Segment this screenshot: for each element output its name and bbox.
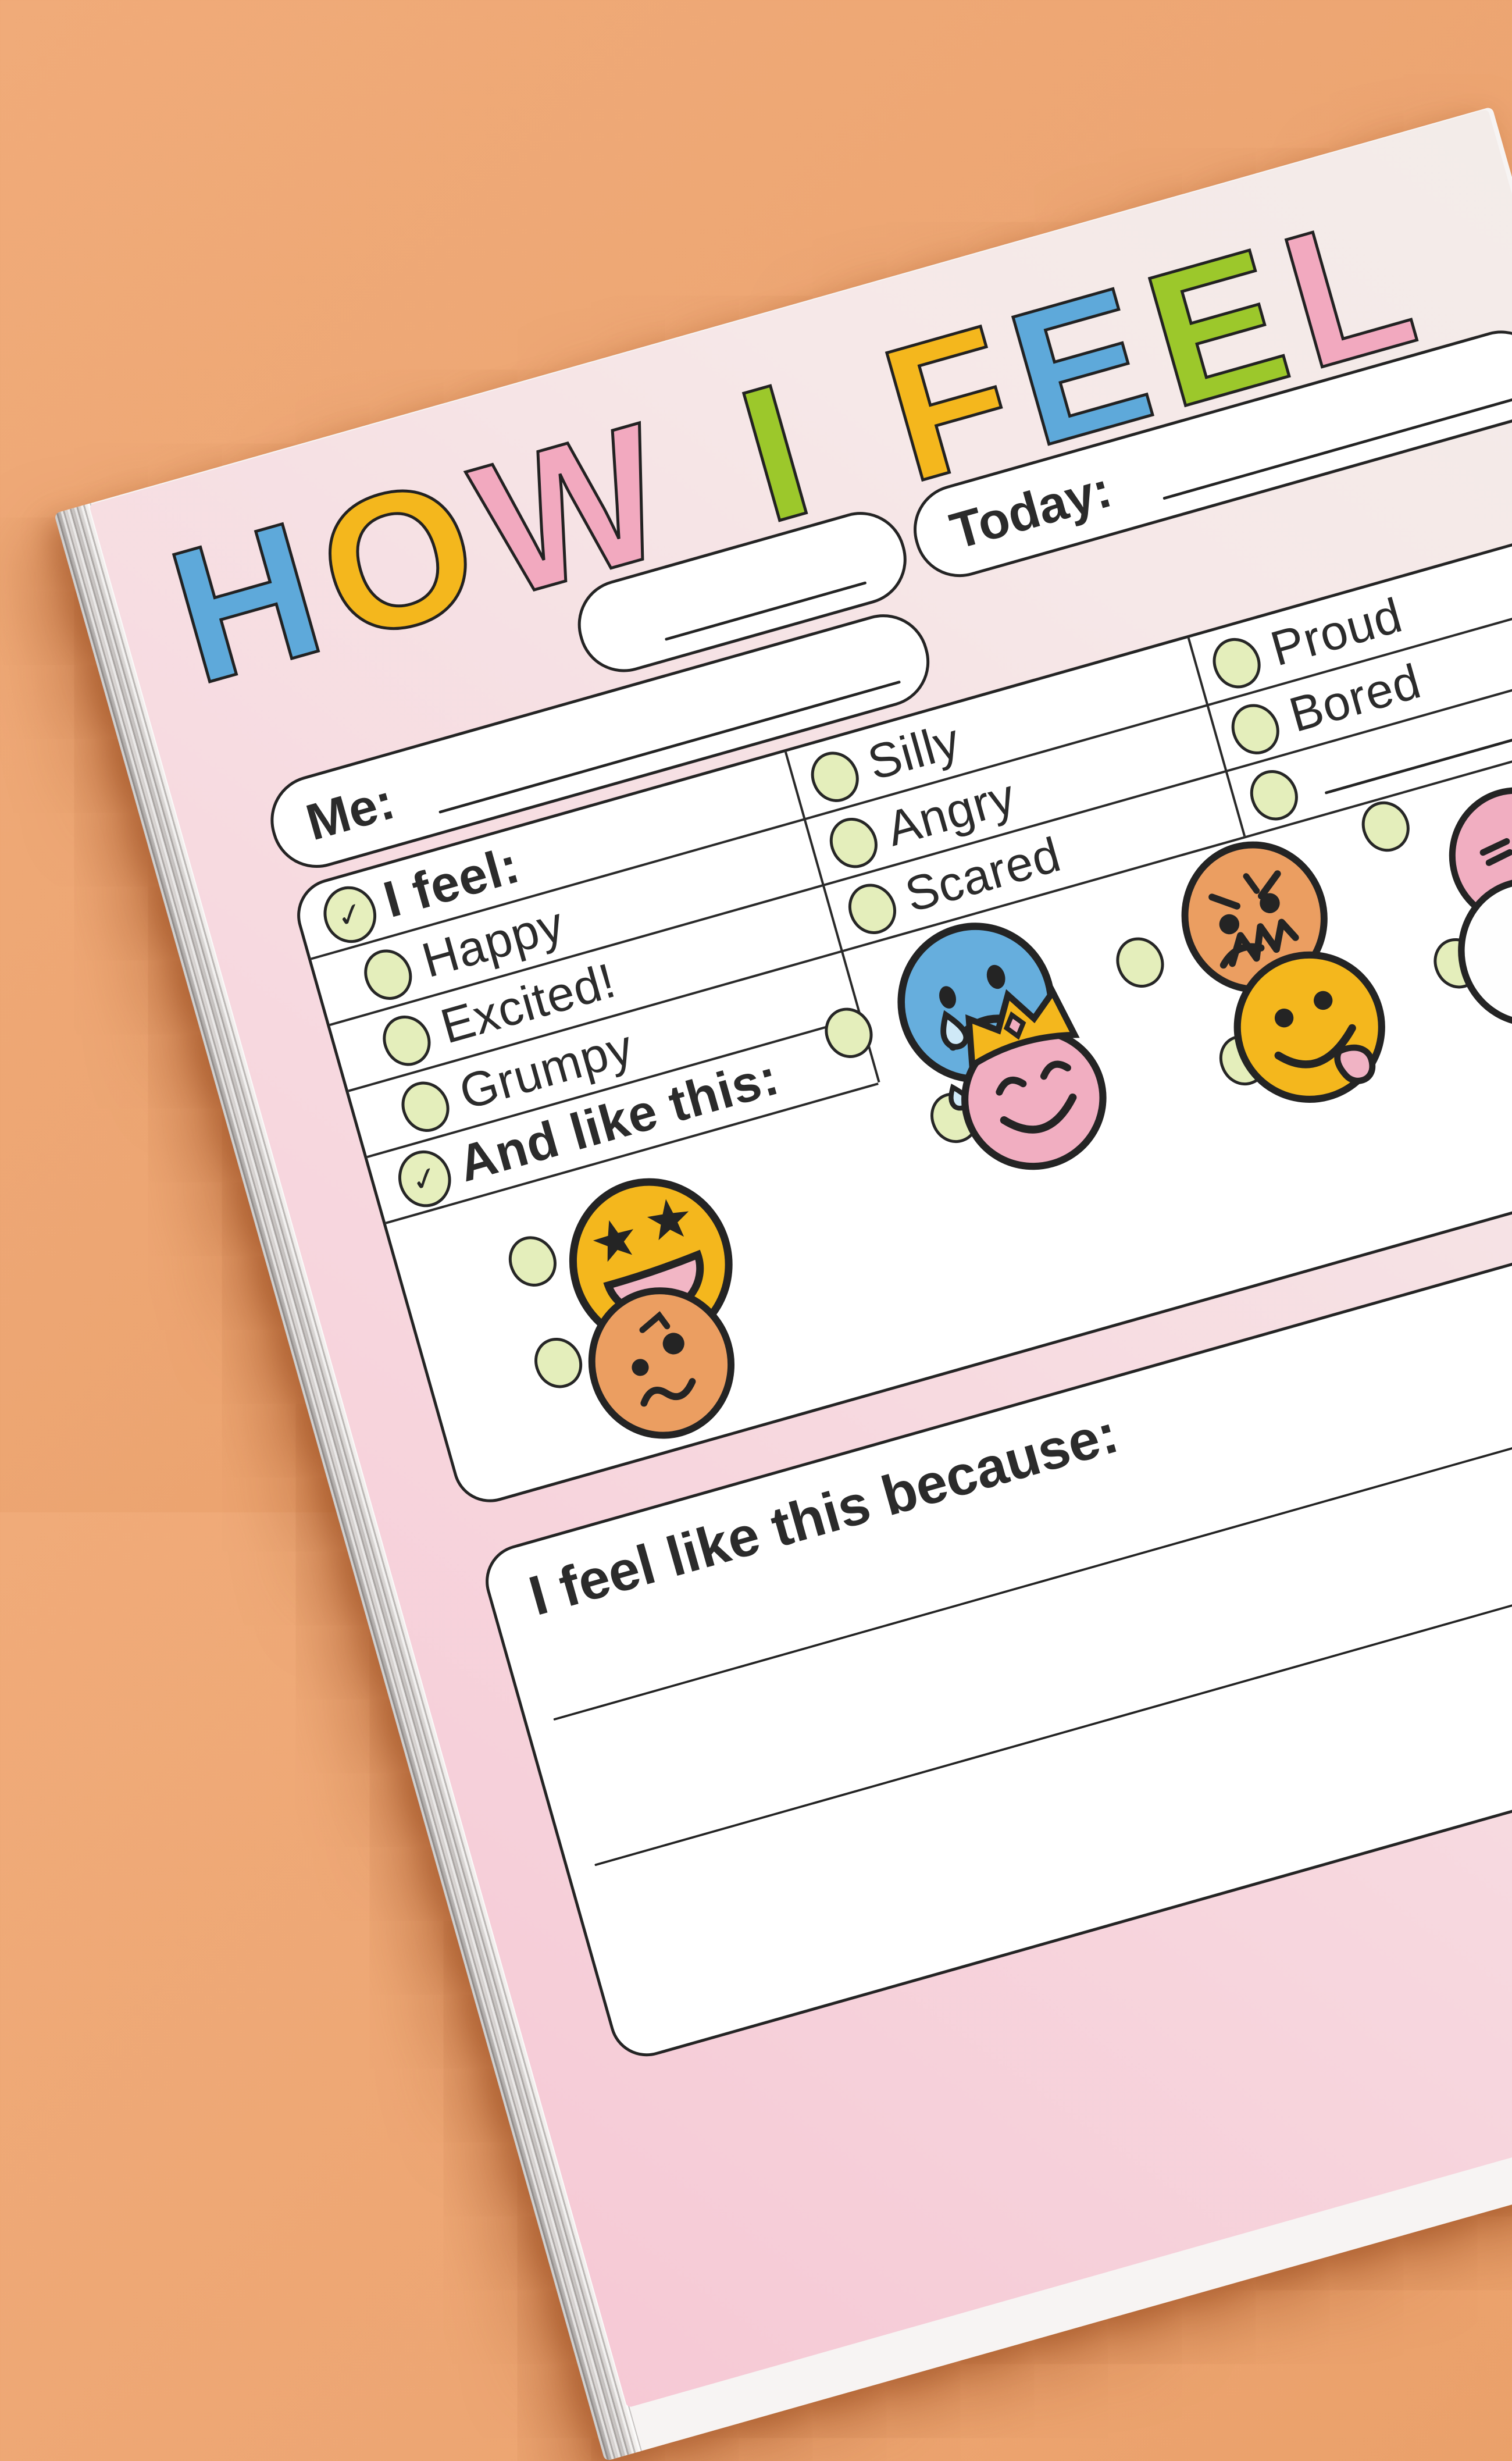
checkbox-bored bbox=[1224, 696, 1287, 762]
notepad: HOW I FEEL Today: Me: ✓ I feel: Happy Exci… bbox=[54, 106, 1512, 2461]
checkbox-happy bbox=[356, 942, 419, 1007]
emoji-silly-tongue-icon bbox=[1219, 943, 1385, 1103]
checkbox-angry bbox=[822, 810, 885, 875]
emoji-worried-icon bbox=[588, 1287, 735, 1439]
ifeel-check-icon: ✓ bbox=[317, 880, 383, 949]
checkbox-proud bbox=[1206, 631, 1268, 696]
emoji-sleeping-icon: Z bbox=[1449, 787, 1512, 925]
emoji-draw-your-own-icon bbox=[1458, 878, 1512, 1027]
likethis-check-icon: ✓ bbox=[391, 1144, 458, 1213]
feelings-card: ✓ I feel: Happy Excited! Grumpy Silly An… bbox=[288, 521, 1512, 1511]
checkbox-grumpy bbox=[394, 1074, 457, 1139]
checkbox-silly bbox=[804, 744, 866, 810]
emoji-princess-crown-icon bbox=[961, 986, 1107, 1170]
checkbox-scared bbox=[841, 876, 904, 942]
checkbox-emoji-angry bbox=[1108, 929, 1171, 995]
checkbox-excited bbox=[375, 1008, 438, 1073]
checkbox-writein bbox=[1243, 763, 1306, 828]
checkbox-emoji-star-eyes bbox=[501, 1228, 564, 1294]
